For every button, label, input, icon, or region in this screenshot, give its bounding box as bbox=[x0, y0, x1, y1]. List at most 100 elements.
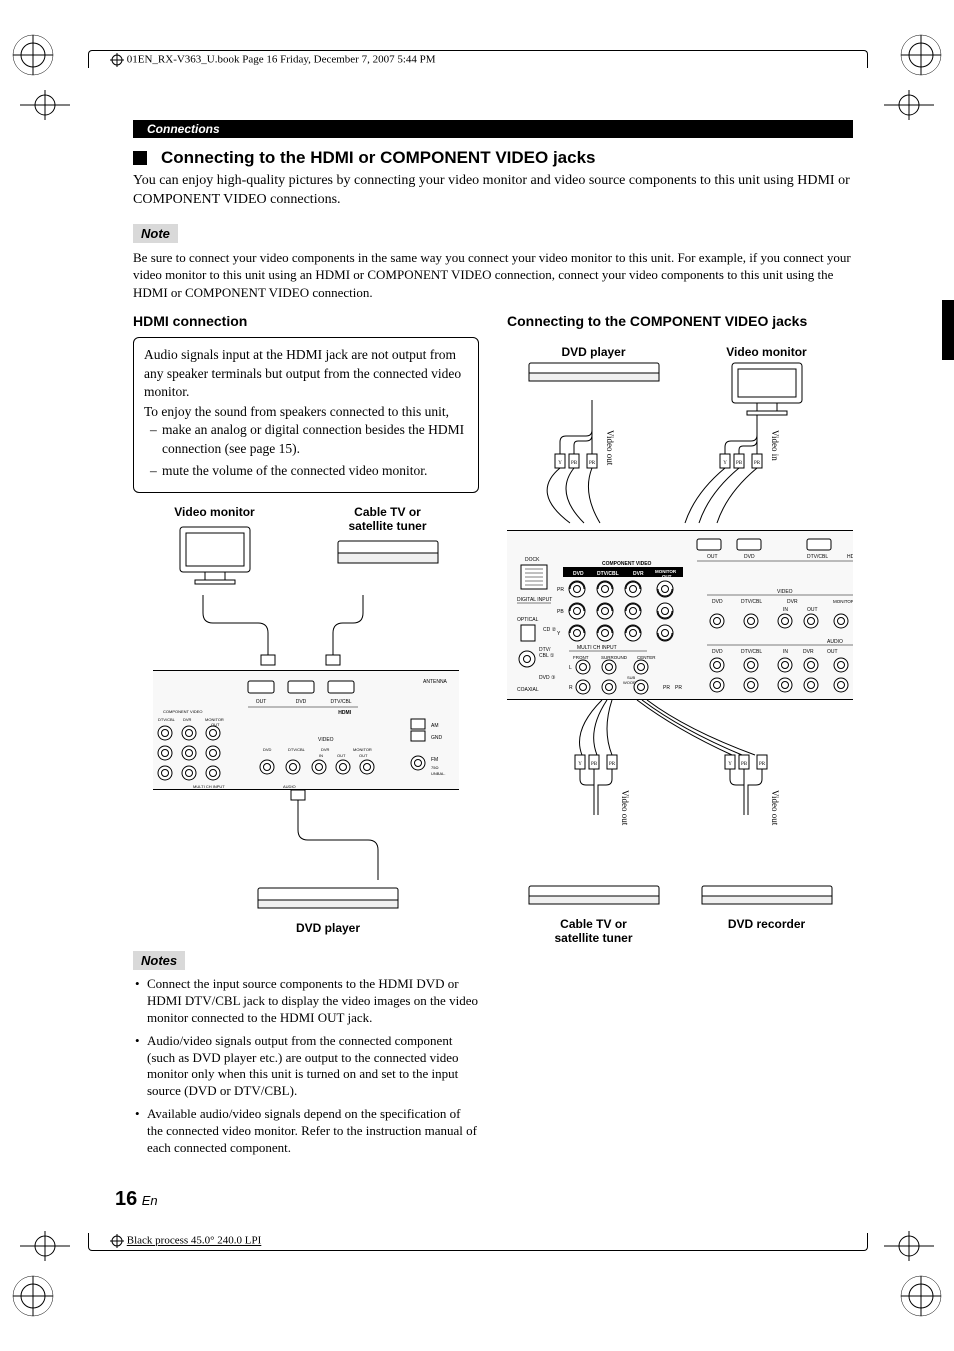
svg-text:DTV/CBL: DTV/CBL bbox=[741, 599, 762, 605]
svg-text:COMPONENT VIDEO: COMPONENT VIDEO bbox=[163, 709, 203, 714]
print-mark-bl2 bbox=[20, 1231, 70, 1261]
svg-text:AM: AM bbox=[431, 723, 439, 729]
label-dvd-player2: DVD player bbox=[519, 345, 669, 359]
hdmi-info-box: Audio signals input at the HDMI jack are… bbox=[133, 337, 479, 493]
section-banner: Connections bbox=[133, 120, 853, 138]
svg-text:Video out: Video out bbox=[605, 430, 615, 466]
svg-text:ANTENNA: ANTENNA bbox=[423, 679, 448, 685]
svg-text:DVR: DVR bbox=[321, 747, 330, 752]
print-mark-bl bbox=[8, 1271, 58, 1321]
svg-text:MULTI CH INPUT: MULTI CH INPUT bbox=[577, 645, 617, 651]
svg-text:PR: PR bbox=[609, 762, 616, 767]
svg-text:IN: IN bbox=[783, 607, 788, 613]
svg-text:OUT: OUT bbox=[359, 753, 368, 758]
label-video-monitor: Video monitor bbox=[170, 505, 260, 519]
info-p1: Audio signals input at the HDMI jack are… bbox=[144, 346, 468, 401]
recorder-icon bbox=[697, 882, 837, 912]
section-intro: You can enjoy high-quality pictures by c… bbox=[133, 172, 853, 210]
svg-text:Video in: Video in bbox=[770, 430, 780, 461]
print-mark-tr bbox=[896, 30, 946, 80]
svg-text:OUT: OUT bbox=[256, 699, 267, 705]
svg-text:DIGITAL INPUT: DIGITAL INPUT bbox=[517, 597, 552, 603]
notes-label: Notes bbox=[133, 951, 185, 970]
svg-text:HDMI: HDMI bbox=[338, 710, 351, 716]
svg-text:SURROUND: SURROUND bbox=[601, 655, 628, 660]
svg-text:PB: PB bbox=[741, 762, 748, 767]
label-video-monitor2: Video monitor bbox=[692, 345, 842, 359]
svg-text:PR: PR bbox=[663, 685, 670, 691]
print-header: 01EN_RX-V363_U.book Page 16 Friday, Dece… bbox=[110, 53, 436, 67]
svg-text:DVD: DVD bbox=[712, 599, 723, 605]
svg-text:DTV/CBL: DTV/CBL bbox=[741, 649, 762, 655]
monitor-icon bbox=[170, 519, 260, 589]
svg-text:DVD: DVD bbox=[744, 554, 755, 560]
hdmi-heading: HDMI connection bbox=[133, 313, 479, 329]
svg-text:CBL ①: CBL ① bbox=[539, 653, 555, 659]
svg-text:DVD: DVD bbox=[712, 649, 723, 655]
svg-text:OPTICAL: OPTICAL bbox=[517, 617, 539, 623]
notes-item-3: Available audio/video signals depend on … bbox=[133, 1106, 479, 1157]
component-cables-top: Y PB PR Video out Y PB PR Video in bbox=[507, 400, 853, 530]
svg-text:DTV/CBL: DTV/CBL bbox=[330, 699, 351, 705]
svg-text:Video out: Video out bbox=[770, 790, 780, 826]
svg-text:DVR: DVR bbox=[803, 649, 814, 655]
hdmi-diagram: Video monitor Cable TV or satellite tune… bbox=[133, 505, 479, 935]
svg-text:MULTI CH INPUT: MULTI CH INPUT bbox=[193, 784, 225, 789]
info-li1: make an analog or digital connection bes… bbox=[144, 421, 468, 457]
svg-text:DVD: DVD bbox=[263, 747, 272, 752]
svg-text:DTV/CBL: DTV/CBL bbox=[158, 717, 176, 722]
svg-text:DVR: DVR bbox=[633, 571, 644, 577]
svg-text:DTV/CBL: DTV/CBL bbox=[597, 571, 619, 577]
svg-text:OUT: OUT bbox=[707, 554, 718, 560]
svg-text:IN: IN bbox=[783, 649, 788, 655]
svg-text:PR: PR bbox=[754, 461, 761, 466]
page-number: 16 En bbox=[115, 1188, 158, 1211]
svg-text:DVD ③: DVD ③ bbox=[539, 675, 556, 681]
notes-item-1: Connect the input source components to t… bbox=[133, 976, 479, 1027]
svg-text:FRONT: FRONT bbox=[573, 655, 589, 660]
svg-text:OUT: OUT bbox=[807, 607, 818, 613]
print-mark-tl2 bbox=[20, 90, 70, 120]
svg-text:PB: PB bbox=[736, 461, 743, 466]
svg-text:OUT: OUT bbox=[337, 753, 346, 758]
section-marker-icon bbox=[133, 151, 147, 165]
print-mark-tr2 bbox=[884, 90, 934, 120]
print-footer: Black process 45.0° 240.0 LPI bbox=[110, 1234, 261, 1248]
label-cable-tv: Cable TV or satellite tuner bbox=[333, 505, 443, 533]
svg-text:AUDIO: AUDIO bbox=[283, 784, 296, 789]
svg-text:VIDEO: VIDEO bbox=[318, 737, 334, 743]
hdmi-cables-top bbox=[133, 595, 479, 675]
tuner-icon-2 bbox=[524, 882, 664, 912]
dvd-icon bbox=[253, 882, 403, 916]
hdmi-panel: OUT DVD DTV/CBL HDMI ANTENNA COMPONENT V… bbox=[153, 671, 459, 791]
svg-text:HDMI: HDMI bbox=[847, 554, 853, 560]
svg-text:CD ②: CD ② bbox=[543, 627, 557, 633]
dvd-icon-2 bbox=[524, 359, 664, 389]
svg-text:Y: Y bbox=[558, 461, 562, 466]
label-cable-tv2: Cable TV or satellite tuner bbox=[519, 917, 669, 945]
svg-text:CENTER: CENTER bbox=[637, 655, 656, 660]
note-label: Note bbox=[133, 224, 178, 243]
svg-text:DVR: DVR bbox=[787, 599, 798, 605]
svg-text:OUT: OUT bbox=[662, 574, 672, 579]
label-dvd-recorder: DVD recorder bbox=[692, 917, 842, 931]
svg-text:PB: PB bbox=[591, 762, 598, 767]
notes-item-2: Audio/video signals output from the conn… bbox=[133, 1033, 479, 1101]
tuner-icon bbox=[333, 533, 443, 573]
svg-text:MONITOR: MONITOR bbox=[353, 747, 372, 752]
svg-text:PR: PR bbox=[589, 461, 596, 466]
svg-text:PB: PB bbox=[557, 609, 564, 615]
svg-text:GND: GND bbox=[431, 735, 443, 741]
svg-text:PR: PR bbox=[557, 587, 564, 593]
svg-text:COAXIAL: COAXIAL bbox=[517, 687, 539, 693]
svg-text:UNBAL.: UNBAL. bbox=[431, 771, 445, 776]
svg-text:75Ω: 75Ω bbox=[431, 765, 438, 770]
component-heading: Connecting to the COMPONENT VIDEO jacks bbox=[507, 313, 853, 329]
note-text: Be sure to connect your video components… bbox=[133, 249, 853, 302]
svg-text:PB: PB bbox=[571, 461, 578, 466]
component-diagram: DVD player Video monitor Y PB bbox=[507, 345, 853, 945]
svg-text:Y: Y bbox=[557, 631, 561, 637]
svg-text:FM: FM bbox=[431, 757, 438, 763]
info-p2: To enjoy the sound from speakers connect… bbox=[144, 403, 468, 421]
section-title: Connecting to the HDMI or COMPONENT VIDE… bbox=[161, 148, 595, 167]
